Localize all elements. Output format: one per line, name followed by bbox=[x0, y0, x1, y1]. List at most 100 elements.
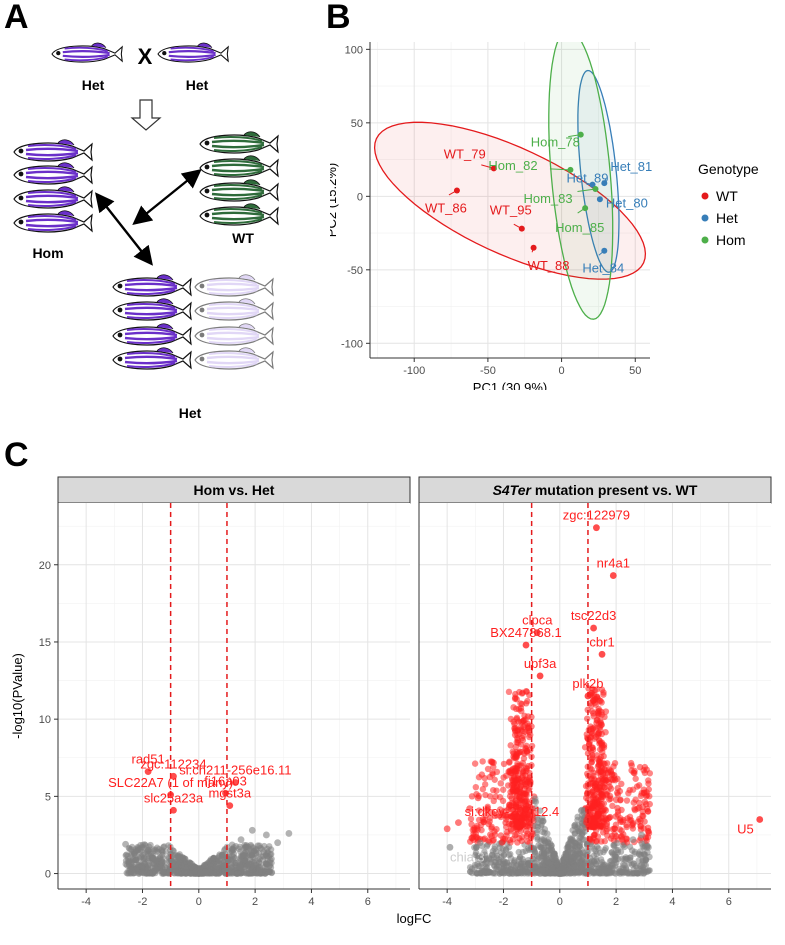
volcano-point bbox=[571, 823, 579, 830]
pca-x-axis-label: PC1 (30.9%) bbox=[473, 380, 547, 390]
volcano-points bbox=[443, 685, 654, 877]
volcano-point bbox=[636, 763, 644, 771]
labeled-gene-point bbox=[170, 806, 177, 814]
volcano-point bbox=[640, 812, 647, 820]
pca-y-tick-label: 50 bbox=[351, 118, 363, 130]
fish-icon bbox=[12, 185, 94, 210]
volcano-point bbox=[574, 813, 581, 820]
legend-swatch-het bbox=[701, 214, 709, 222]
volcano-point bbox=[187, 859, 194, 867]
volcano-point-outlier bbox=[122, 840, 129, 848]
fish-icon bbox=[198, 130, 280, 155]
fish-icon bbox=[111, 297, 193, 322]
volcano-point bbox=[497, 780, 504, 787]
volcano-point bbox=[498, 839, 506, 846]
volcano-point bbox=[248, 866, 256, 874]
volcano-point bbox=[168, 857, 175, 864]
volcano-point-significant bbox=[525, 819, 532, 826]
volcano-point bbox=[241, 863, 248, 870]
volcano-point-significant bbox=[519, 811, 527, 818]
x-tick-label: 6 bbox=[365, 896, 371, 908]
volcano-point-significant bbox=[517, 741, 525, 748]
volcano-point bbox=[478, 771, 486, 778]
volcano-point-significant bbox=[523, 797, 530, 805]
volcano-point bbox=[493, 854, 500, 862]
volcano-point bbox=[519, 848, 526, 856]
volcano-point bbox=[473, 870, 481, 877]
fish-icon bbox=[193, 273, 275, 298]
volcano-point bbox=[541, 826, 549, 833]
volcano-point-outlier bbox=[474, 794, 482, 802]
legend-title: Genotype bbox=[698, 161, 759, 177]
labeled-gene-point bbox=[226, 802, 234, 810]
volcano-point-significant bbox=[588, 755, 595, 763]
volcano-point bbox=[135, 861, 143, 869]
pca-x-tick-label: -50 bbox=[480, 365, 496, 377]
volcano-point-significant bbox=[598, 800, 606, 808]
volcano-point bbox=[607, 861, 614, 869]
volcano-point bbox=[129, 865, 137, 873]
volcano-point bbox=[565, 865, 573, 872]
volcano-point bbox=[568, 854, 575, 862]
labeled-gene-point bbox=[508, 820, 516, 828]
volcano-point bbox=[491, 845, 498, 853]
volcano-point bbox=[532, 822, 539, 830]
volcano-point bbox=[611, 830, 618, 838]
volcano-point-significant bbox=[506, 801, 513, 808]
volcano-point bbox=[593, 856, 600, 863]
volcano-point bbox=[150, 855, 157, 862]
pca-point bbox=[490, 165, 497, 172]
pca-point-label: WT_79 bbox=[444, 146, 486, 161]
volcano-point bbox=[613, 839, 621, 847]
gene-label: U5 bbox=[737, 822, 754, 837]
volcano-point bbox=[614, 785, 621, 792]
volcano-facet: S4Ter mutation present vs. WT zgc:122979 n… bbox=[418, 476, 772, 908]
volcano-point bbox=[493, 812, 501, 819]
volcano-point bbox=[524, 838, 531, 845]
volcano-point-outlier bbox=[248, 826, 256, 834]
volcano-point bbox=[508, 861, 515, 868]
volcano-point-significant bbox=[597, 767, 605, 774]
y-tick-label: 20 bbox=[39, 560, 51, 572]
facet-title-rest: mutation present vs. WT bbox=[531, 482, 698, 498]
volcano-point-significant bbox=[505, 688, 513, 696]
volcano-point bbox=[598, 838, 605, 845]
volcano-point bbox=[618, 827, 625, 834]
volcano-facet: Hom vs. Het rad51zgc:112234si:ch211-256e1… bbox=[39, 476, 411, 908]
gene-label: cbr1 bbox=[589, 634, 614, 649]
fish-icon bbox=[156, 41, 230, 64]
fish-icon bbox=[111, 346, 193, 371]
volcano-point bbox=[621, 856, 628, 863]
volcano-point bbox=[243, 870, 250, 877]
volcano-point bbox=[598, 865, 606, 873]
volcano-point bbox=[637, 822, 644, 830]
gene-label: tsc22d3 bbox=[571, 608, 617, 623]
volcano-point bbox=[539, 853, 547, 860]
volcano-point bbox=[472, 783, 480, 791]
volcano-point bbox=[496, 793, 504, 801]
pca-point-label: WT_88 bbox=[528, 258, 570, 273]
volcano-point bbox=[263, 868, 270, 876]
volcano-point bbox=[487, 831, 494, 838]
hom-het-arrow bbox=[95, 192, 153, 266]
volcano-point bbox=[575, 869, 582, 877]
volcano-point bbox=[485, 856, 493, 863]
volcano-point bbox=[498, 849, 505, 856]
volcano-point bbox=[209, 857, 217, 865]
volcano-point bbox=[618, 780, 625, 788]
volcano-point bbox=[124, 852, 131, 860]
volcano-point-significant bbox=[511, 695, 519, 702]
labeled-gene-point bbox=[170, 772, 177, 780]
volcano-point-significant bbox=[524, 762, 532, 770]
volcano-point-significant bbox=[519, 772, 527, 780]
volcano-point bbox=[477, 821, 485, 829]
volcano-point bbox=[636, 866, 644, 873]
pca-x-tick-label: 50 bbox=[629, 365, 641, 377]
pca-point bbox=[582, 205, 589, 212]
labeled-gene-point bbox=[222, 789, 229, 797]
volcano-point bbox=[209, 870, 216, 877]
volcano-point bbox=[177, 853, 184, 860]
volcano-point bbox=[519, 860, 526, 867]
volcano-point bbox=[149, 870, 156, 877]
